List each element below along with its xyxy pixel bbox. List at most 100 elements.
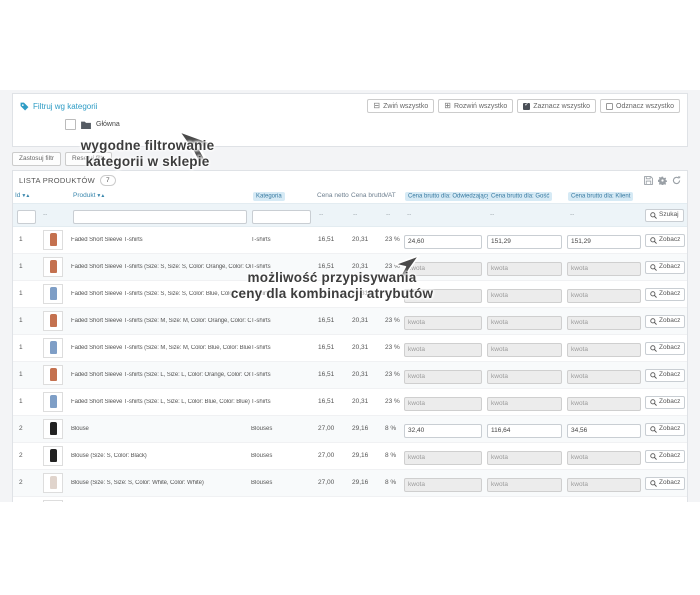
product-thumbnail (43, 418, 63, 439)
category-root-checkbox[interactable] (65, 119, 76, 130)
product-category: T-shirts (251, 317, 271, 324)
search-button[interactable]: Szukaj (645, 208, 684, 222)
view-button[interactable]: Zobacz (645, 368, 686, 382)
product-id: 1 (19, 290, 23, 297)
gross-price: 29,16 (352, 479, 369, 486)
vat-rate: 23 % (385, 344, 400, 351)
price-visitor-input (404, 396, 482, 411)
view-button[interactable]: Zobacz (645, 449, 686, 463)
price-guest-input[interactable] (487, 234, 562, 249)
price-visitor-input (404, 369, 482, 384)
price-guest-input (487, 342, 562, 357)
category-filter-input[interactable] (252, 209, 311, 224)
view-label: Zobacz (659, 370, 681, 378)
view-button[interactable]: Zobacz (645, 395, 686, 409)
refresh-icon[interactable] (672, 175, 681, 185)
price-customer-input (567, 396, 641, 411)
product-id: 2 (19, 425, 23, 432)
price-visitor-input (404, 342, 482, 357)
admin-content-area: Filtruj wg kategorii ⊟ Zwiń wszystko ⊞ R… (0, 90, 700, 502)
view-icon (650, 371, 657, 379)
product-name: Faded Short Sleeve T-shirts (Size: L, Si… (71, 398, 250, 405)
product-name: Faded Short Sleeve T-shirts (Size: L, Si… (71, 371, 251, 378)
table-filter-row: -- -- -- -- -- -- -- Szukaj (13, 202, 687, 227)
price-visitor-input[interactable] (404, 423, 482, 438)
column-header-net: Cena netto (317, 192, 349, 199)
vat-rate: 23 % (385, 371, 400, 378)
net-price: 16,51 (318, 398, 335, 405)
product-category: T-shirts (251, 263, 271, 270)
price-guest-input (487, 477, 562, 492)
reset-filter-button[interactable]: Resetuj filtr (65, 152, 112, 166)
view-icon (650, 236, 657, 244)
view-button[interactable]: Zobacz (645, 233, 686, 247)
price-customer-input[interactable] (567, 234, 641, 249)
vat-rate: 23 % (385, 290, 400, 297)
collapse-all-icon: ⊟ (373, 101, 381, 110)
gross-price: 20,31 (352, 263, 369, 270)
id-filter-input[interactable] (17, 209, 36, 224)
price-customer-input[interactable] (567, 423, 641, 438)
gross-price: 20,31 (352, 398, 369, 405)
column-header-category: Kategoria (251, 191, 315, 201)
gross-filter-dash: -- (353, 211, 358, 218)
table-row: 2 Blouse (Size: S, Size: S, Color: White… (13, 469, 687, 497)
expand-all-button[interactable]: ⊞ Rozwiń wszystko (438, 99, 514, 113)
price-customer-input (567, 369, 641, 384)
vat-rate: 8 % (385, 479, 397, 486)
net-price: 16,51 (318, 290, 335, 297)
product-thumbnail (43, 256, 63, 277)
table-row: 2 Blouse Blouses 27,00 29,16 8 % Zobacz (13, 415, 687, 443)
price-visitor-input[interactable] (404, 234, 482, 249)
price-visitor-input (404, 450, 482, 465)
save-icon[interactable] (644, 175, 653, 185)
table-row: 2 Blouse (Size: M, Color: Black) Blouses… (13, 496, 687, 502)
garment (49, 449, 57, 462)
uncheck-all-button[interactable]: Odznacz wszystko (600, 99, 680, 113)
garment (49, 476, 57, 489)
apply-filter-button[interactable]: Zastosuj filtr (12, 152, 62, 166)
garment (49, 395, 57, 408)
view-button[interactable]: Zobacz (645, 287, 686, 301)
view-button[interactable]: Zobacz (645, 476, 686, 490)
collapse-all-button[interactable]: ⊟ Zwiń wszystko (367, 99, 435, 113)
visitor-filter-dash: -- (407, 211, 412, 218)
view-label: Zobacz (659, 424, 681, 432)
column-header-product[interactable]: Produkt▼▲ (73, 192, 105, 199)
view-icon (650, 344, 657, 352)
price-customer-input (567, 477, 641, 492)
product-thumbnail (43, 364, 63, 385)
net-price: 16,51 (318, 371, 335, 378)
price-guest-input (487, 288, 562, 303)
view-icon (650, 398, 657, 406)
filter-panel-title-link[interactable]: Filtruj wg kategorii (20, 102, 97, 111)
view-button[interactable]: Zobacz (645, 422, 686, 436)
product-filter-input[interactable] (73, 209, 247, 224)
view-button[interactable]: Zobacz (645, 341, 686, 355)
product-thumbnail (43, 391, 63, 412)
product-name: Faded Short Sleeve T-shirts (Size: M, Si… (71, 344, 251, 351)
image-filter-dash: -- (43, 211, 48, 218)
gear-icon[interactable] (658, 175, 667, 185)
product-id: 1 (19, 398, 23, 405)
net-price: 16,51 (318, 317, 335, 324)
column-header-price-guest: Cena brutto dla: Gość (486, 191, 566, 201)
product-thumbnail (43, 283, 63, 304)
column-header-id[interactable]: Id▼▲ (15, 192, 30, 199)
product-thumbnail (43, 229, 63, 250)
price-customer-input (567, 288, 641, 303)
check-all-button[interactable]: Zaznacz wszystko (517, 99, 597, 113)
vat-rate: 23 % (385, 236, 400, 243)
product-category: Blouses (251, 452, 273, 459)
product-category: T-shirts (251, 398, 271, 405)
table-body: 1 Faded Short Sleeve T-shirts T-shirts 1… (13, 226, 687, 502)
view-button[interactable]: Zobacz (645, 260, 686, 274)
product-count-badge: 7 (100, 174, 116, 186)
gross-price: 29,16 (352, 425, 369, 432)
product-name: Faded Short Sleeve T-shirts (Size: M, Si… (71, 317, 251, 324)
view-button[interactable]: Zobacz (645, 314, 686, 328)
price-guest-input[interactable] (487, 423, 562, 438)
net-price: 27,00 (318, 425, 335, 432)
guest-filter-dash: -- (490, 211, 495, 218)
vat-rate: 23 % (385, 263, 400, 270)
